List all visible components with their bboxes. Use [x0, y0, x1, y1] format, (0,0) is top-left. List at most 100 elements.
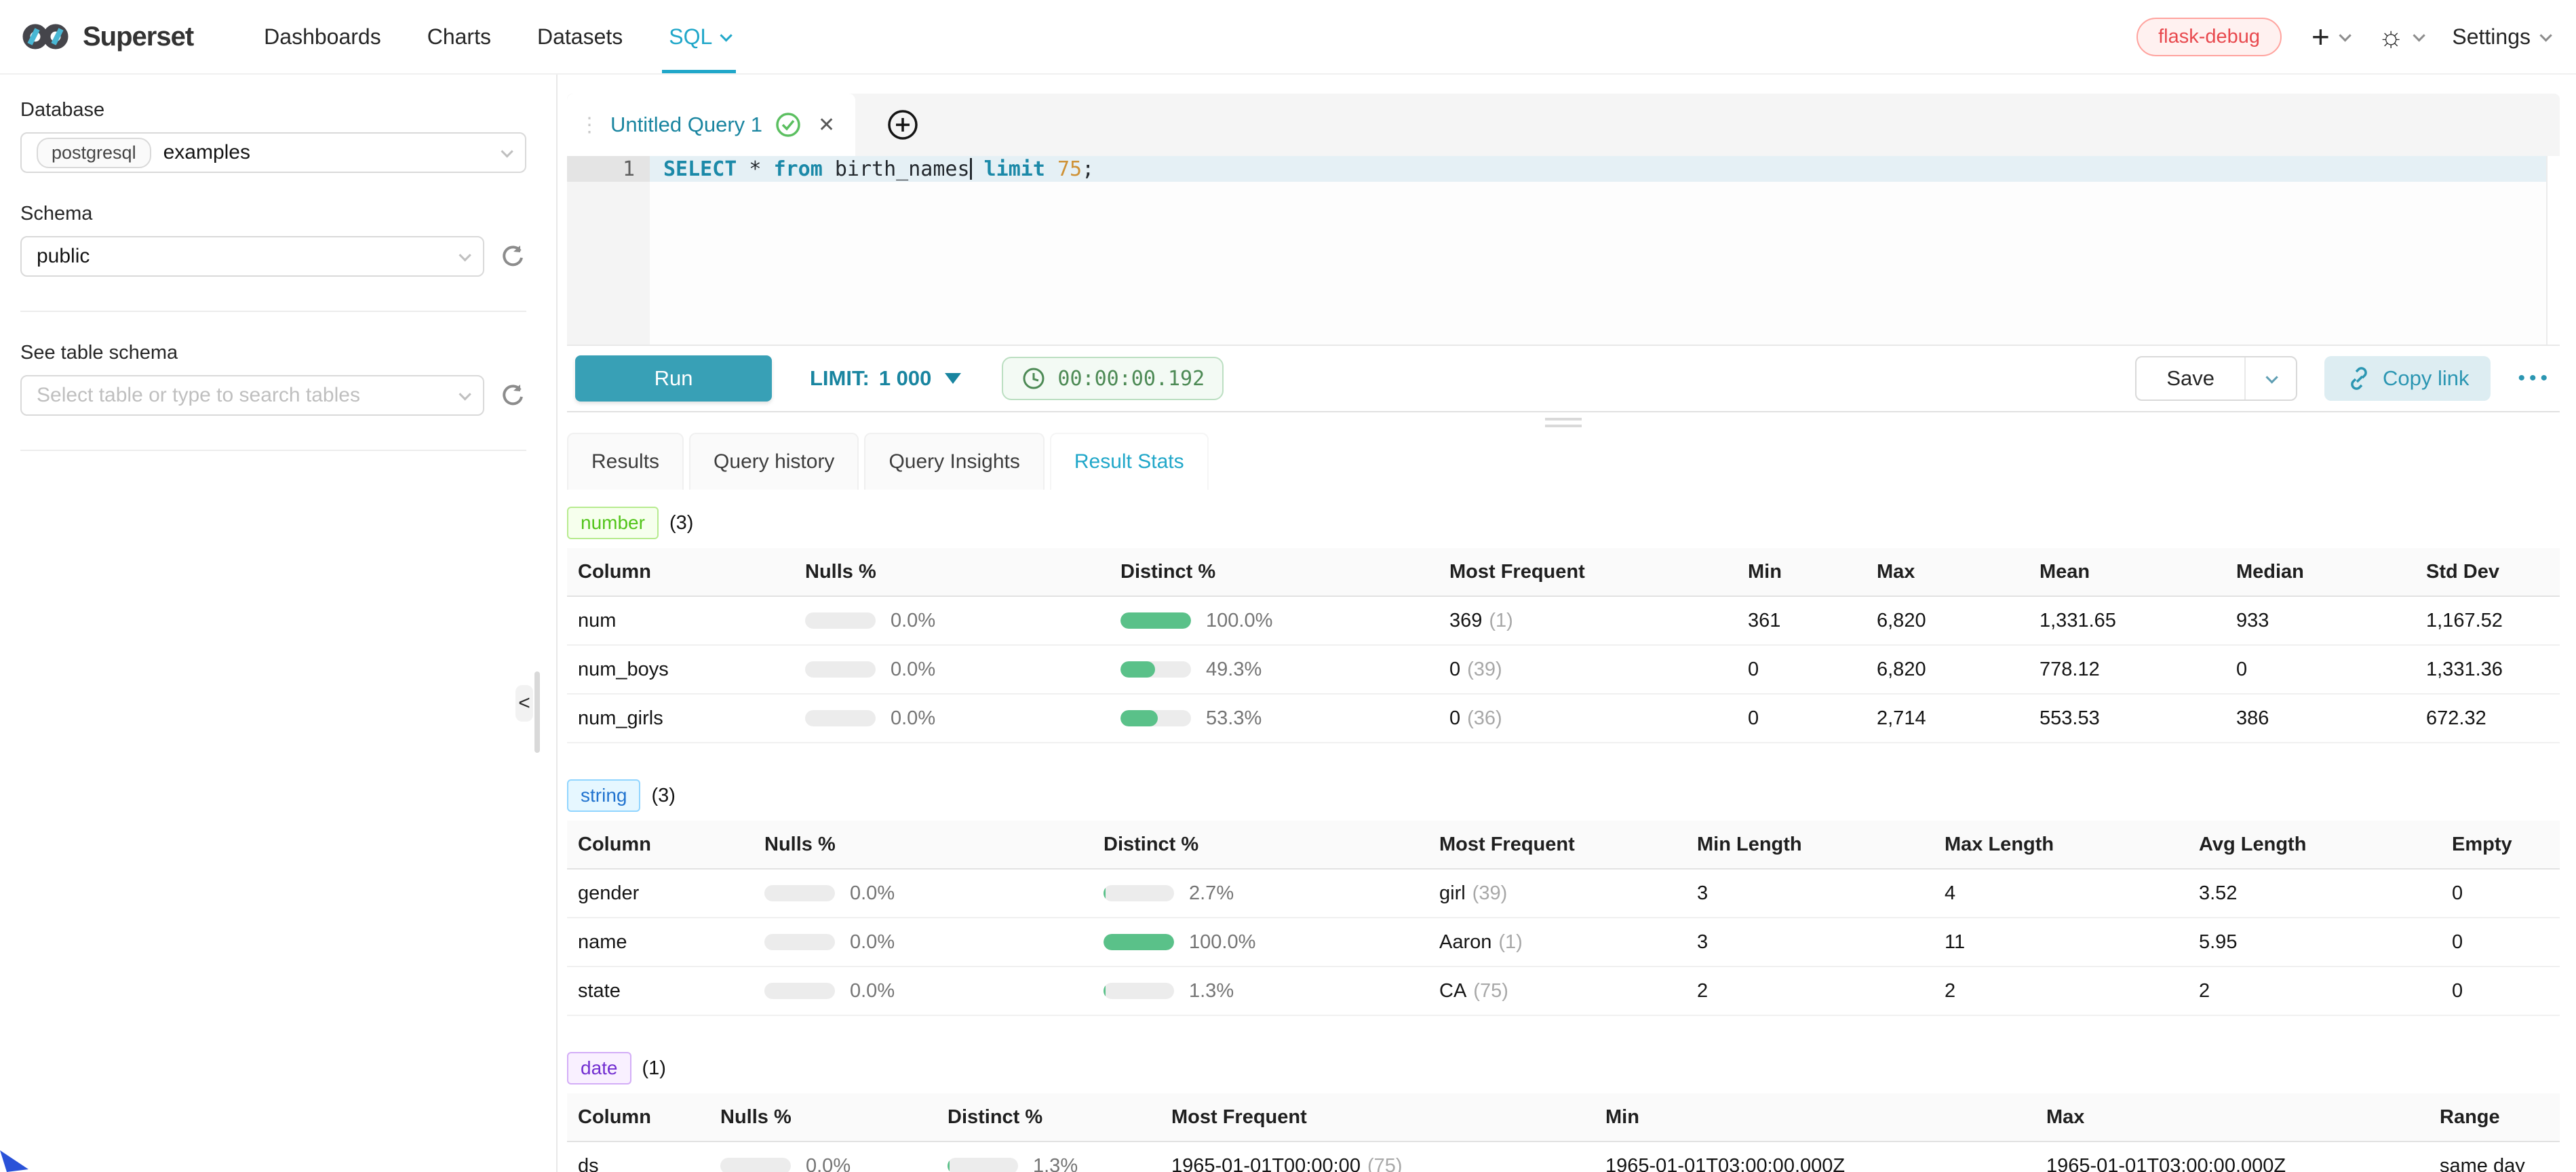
mouse-pointer-cursor [0, 1150, 28, 1172]
nav-item-datasets[interactable]: Datasets [536, 24, 623, 49]
editor-gutter: 1 [567, 156, 650, 345]
sidebar-scrollbar[interactable] [534, 671, 540, 753]
sqllab-sidebar: Database postgresql examples Schema publ… [0, 75, 558, 1172]
drag-handle-icon[interactable]: ⋮ [579, 113, 600, 136]
editor-tabstrip: ⋮ Untitled Query 1 ✕ [567, 94, 2560, 156]
copy-link-button[interactable]: Copy link [2324, 356, 2491, 401]
database-engine-tag: postgresql [37, 137, 151, 168]
type-badge-date: date [567, 1052, 631, 1085]
query-tab[interactable]: ⋮ Untitled Query 1 ✕ [567, 94, 856, 156]
nav-item-sql[interactable]: SQL [646, 0, 752, 73]
nav-menu: Dashboards Charts Datasets SQL [241, 0, 752, 73]
link-icon [2351, 367, 2367, 390]
nulls-bar [764, 983, 835, 999]
environment-badge: flask-debug [2136, 17, 2282, 56]
check-circle-icon [776, 113, 800, 137]
table-row: state 0.0% 1.3% CA (75) 2 2 2 0 [567, 967, 2560, 1016]
distinct-bar [1120, 710, 1191, 726]
limit-dropdown[interactable]: LIMIT: 1 000 [810, 366, 962, 391]
table-row: ds 0.0% 1.3% 1965-01-01T00:00:00 (75) 196… [567, 1142, 2560, 1172]
chevron-down-icon [458, 248, 471, 262]
table-schema-label: See table schema [20, 342, 178, 364]
refresh-icon[interactable] [499, 243, 526, 270]
add-tab-button[interactable] [886, 109, 919, 141]
collapse-sidebar-button[interactable]: < [515, 685, 533, 722]
table-header-row: Column Nulls % Distinct % Most Frequent … [567, 821, 2560, 870]
table-row: num_girls 0.0% 53.3% 0 (36) 0 2,714 553.5… [567, 695, 2560, 743]
table-header-row: Column Nulls % Distinct % Most Frequent … [567, 548, 2560, 597]
results-tabs: Results Query history Query Insights Res… [567, 433, 2560, 490]
infinity-logo-icon [22, 24, 69, 50]
theme-toggle[interactable]: ☼ [2377, 20, 2426, 52]
schema-select[interactable]: public [20, 236, 484, 277]
superset-logo[interactable]: Superset [20, 21, 194, 52]
distinct-bar [1104, 983, 1174, 999]
nulls-bar [805, 661, 876, 678]
database-label: Database [20, 99, 105, 121]
schema-label: Schema [20, 203, 93, 224]
nulls-bar [764, 885, 835, 901]
query-timer: 00:00:00.192 [1002, 357, 1224, 400]
distinct-bar [1120, 612, 1191, 629]
panel-resize-handle[interactable] [1545, 418, 1582, 431]
stats-section-date: date (1) Column Nulls % Distinct % Most … [567, 1052, 2560, 1172]
text-cursor [969, 158, 972, 180]
line-number: 1 [567, 156, 650, 182]
nulls-bar [764, 934, 835, 950]
close-tab-icon[interactable]: ✕ [818, 113, 836, 136]
database-select[interactable]: postgresql examples [20, 132, 526, 173]
sidebar-divider [20, 450, 526, 451]
tab-results[interactable]: Results [567, 433, 684, 490]
column-count: (3) [669, 511, 694, 534]
query-tab-title: Untitled Query 1 [610, 113, 762, 136]
nav-item-dashboards[interactable]: Dashboards [264, 24, 381, 49]
chevron-down-icon [2339, 28, 2351, 42]
refresh-icon[interactable] [499, 382, 526, 409]
chevron-down-icon [720, 28, 733, 42]
stats-section-string: string (3) Column Nulls % Distinct % Mos… [567, 779, 2560, 1016]
settings-menu[interactable]: Settings [2452, 24, 2552, 50]
editor-code-area[interactable]: SELECT * from birth_names limit 75; [650, 156, 2560, 345]
tab-query-history[interactable]: Query history [689, 433, 859, 490]
plus-icon: + [2311, 19, 2330, 54]
distinct-bar [1120, 661, 1191, 678]
more-actions-button[interactable]: ••• [2518, 367, 2552, 389]
table-row: num 0.0% 100.0% 369 (1) 361 6,820 1,331.6… [567, 597, 2560, 646]
table-header-row: Column Nulls % Distinct % Most Frequent … [567, 1093, 2560, 1142]
nav-item-charts[interactable]: Charts [427, 24, 491, 49]
chevron-down-icon [458, 387, 471, 401]
editor-toolbar: Run LIMIT: 1 000 00:00:00.192 Save [567, 345, 2560, 412]
database-value: examples [163, 141, 250, 163]
table-row: gender 0.0% 2.7% girl (39) 3 4 3.52 0 [567, 870, 2560, 918]
type-badge-number: number [567, 507, 659, 539]
nulls-bar [805, 612, 876, 629]
table-row: name 0.0% 100.0% Aaron (1) 3 11 5.95 0 [567, 918, 2560, 967]
distinct-bar [1104, 885, 1174, 901]
tab-result-stats[interactable]: Result Stats [1049, 433, 1209, 490]
navbar: Superset Dashboards Charts Datasets SQL … [0, 0, 2576, 75]
table-row: num_boys 0.0% 49.3% 0 (39) 0 6,820 778.12… [567, 646, 2560, 695]
tab-query-insights[interactable]: Query Insights [864, 433, 1045, 490]
nulls-bar [720, 1158, 791, 1172]
chevron-down-icon [2539, 28, 2552, 42]
table-select[interactable]: Select table or type to search tables [20, 375, 484, 416]
nulls-bar [805, 710, 876, 726]
save-split-button: Save [2135, 356, 2297, 401]
run-button[interactable]: Run [575, 355, 772, 402]
save-options-button[interactable] [2244, 357, 2296, 399]
clock-icon [1023, 368, 1045, 389]
column-count: (3) [651, 784, 676, 806]
sql-editor[interactable]: 1 SELECT * from birth_names limit 75; [567, 156, 2560, 345]
distinct-bar [948, 1158, 1018, 1172]
chevron-down-icon [501, 144, 513, 158]
column-count: (1) [642, 1057, 666, 1079]
distinct-bar [1104, 934, 1174, 950]
chevron-down-icon [2413, 28, 2426, 42]
save-button[interactable]: Save [2166, 366, 2214, 390]
sun-icon: ☼ [2377, 20, 2404, 52]
sql-line-1: SELECT * from birth_names limit 75; [650, 156, 2560, 182]
type-badge-string: string [567, 779, 641, 812]
new-item-menu[interactable]: + [2311, 19, 2351, 54]
chevron-down-icon [2265, 370, 2279, 384]
editor-scrollbar[interactable] [2546, 156, 2560, 345]
